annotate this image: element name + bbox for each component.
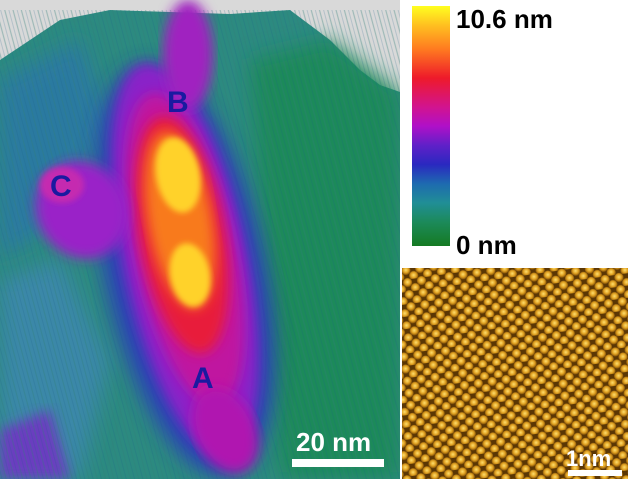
- inset-scalebar: [568, 470, 622, 476]
- feature-label-a: A: [192, 362, 214, 395]
- main-scalebar: [292, 459, 384, 467]
- main-scalebar-label: 20 nm: [296, 427, 372, 457]
- atomic-lattice-inset: [402, 268, 628, 479]
- afm-topography-image: [0, 0, 400, 479]
- height-colorbar: [412, 6, 450, 246]
- inset-scalebar-label: 1nm: [566, 446, 612, 471]
- colorbar-min-label: 0 nm: [456, 230, 517, 260]
- colorbar-max-label: 10.6 nm: [456, 4, 553, 34]
- feature-label-c: C: [50, 170, 72, 203]
- feature-label-b: B: [167, 86, 189, 119]
